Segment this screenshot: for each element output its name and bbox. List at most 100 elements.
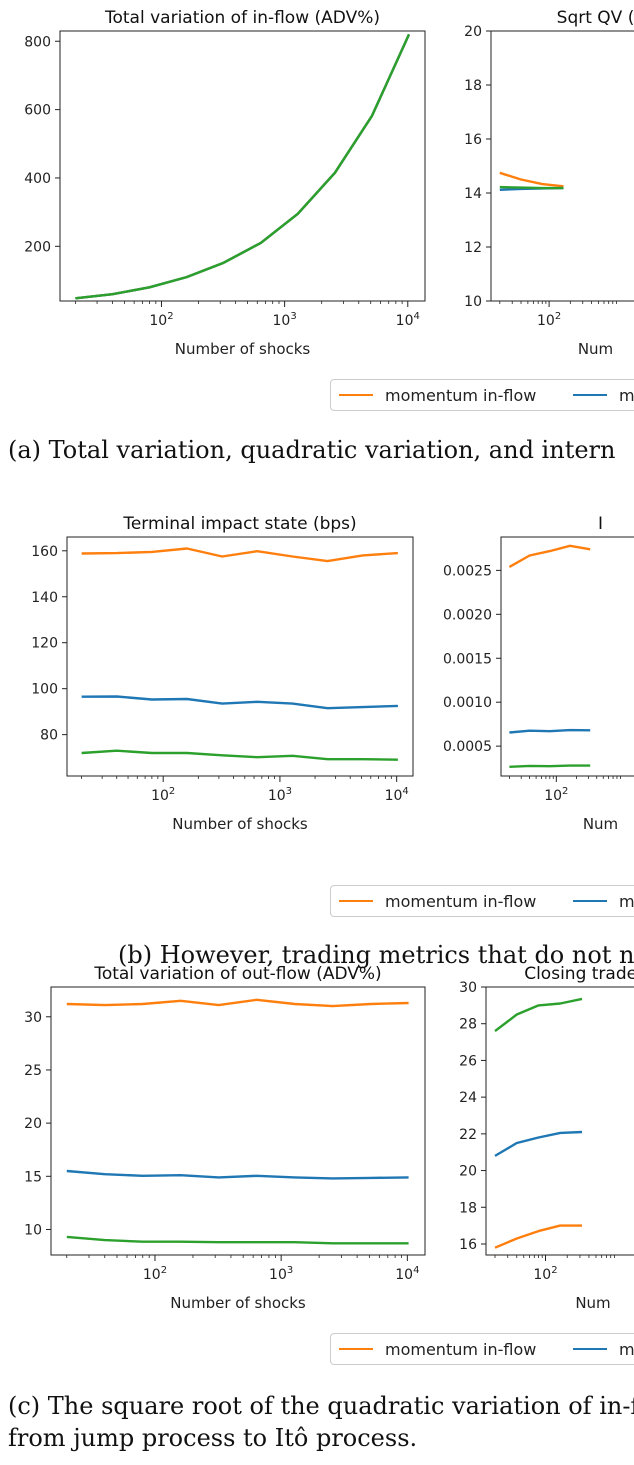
y-tick-label: 22 <box>459 1127 477 1143</box>
x-tick-label: 102 <box>151 786 175 804</box>
y-tick-label: 20 <box>464 24 482 40</box>
legend-swatch-blue <box>573 394 607 396</box>
chart-title: Terminal impact state (bps) <box>122 514 356 534</box>
y-tick-label: 26 <box>459 1053 477 1069</box>
series-line-mean-reverting-in-flow <box>75 33 411 300</box>
series-line-random-in-flow <box>494 997 583 1033</box>
legend-label-second: m <box>619 1339 634 1359</box>
y-tick-label: 14 <box>464 186 482 202</box>
legend-label-second: m <box>619 891 634 911</box>
y-tick-label: 28 <box>459 1017 477 1033</box>
y-tick-label: 18 <box>459 1200 477 1216</box>
plot-frame <box>500 536 634 777</box>
legend-a: momentum in-flow m <box>330 379 634 411</box>
series-line-random-in-flow <box>75 33 411 300</box>
legend-item-momentum: momentum in-flow <box>339 1334 536 1364</box>
legend-swatch-orange <box>339 394 373 396</box>
x-tick-label: 104 <box>395 1265 419 1283</box>
y-tick-label: 80 <box>40 728 58 744</box>
series-line-random-in-flow <box>509 764 591 768</box>
y-tick-label: 0.0015 <box>443 651 492 667</box>
series-line-momentum-in-flow <box>499 171 564 188</box>
series-line-random-in-flow <box>66 1235 409 1245</box>
caption-c-line2: from jump process to Itô process. <box>8 1424 418 1452</box>
legend-label-momentum: momentum in-flow <box>385 891 537 911</box>
series-line-momentum-in-flow <box>75 33 411 300</box>
x-axis-label: Number of shocks <box>170 1294 306 1312</box>
chart-a1: Total variation of in-flow (ADV%) 200 400 6… <box>24 8 426 358</box>
x-tick-label: 102 <box>533 1265 557 1283</box>
x-tick-label: 103 <box>269 1265 293 1283</box>
series-line-momentum-in-flow <box>494 1224 582 1249</box>
y-tick-label: 0.0005 <box>443 739 492 755</box>
x-tick-label: 102 <box>149 311 173 329</box>
chart-c1: Total variation of out-flow (ADV%) 10 15 20… <box>24 964 426 1312</box>
legend-label-momentum: momentum in-flow <box>385 1339 537 1359</box>
y-tick-label: 24 <box>459 1090 477 1106</box>
plot-frame <box>59 30 426 302</box>
legend-item-second: m <box>573 886 634 916</box>
legend-swatch-blue <box>573 1348 607 1350</box>
legend-b: momentum in-flow m <box>330 885 634 917</box>
chart-title: Sqrt QV ( <box>557 8 634 28</box>
x-axis-label: Number of shocks <box>175 340 311 358</box>
x-axis-label: Number of shocks <box>172 815 308 833</box>
y-tick-label: 10 <box>464 294 482 310</box>
y-tick-label: 100 <box>31 682 58 698</box>
x-tick-label: 103 <box>268 786 292 804</box>
y-tick-label: 20 <box>459 1164 477 1180</box>
series-line-momentum-in-flow <box>508 544 591 568</box>
plot-frame <box>485 986 634 1256</box>
x-tick-label: 102 <box>544 786 568 804</box>
x-axis-label: Num <box>578 340 613 358</box>
y-tick-label: 16 <box>459 1237 477 1253</box>
y-tick-label: 600 <box>24 103 51 119</box>
legend-item-second: m <box>573 1334 634 1364</box>
chart-title: I <box>598 514 603 534</box>
legend-label-momentum: momentum in-flow <box>385 385 537 405</box>
y-tick-label: 120 <box>31 636 58 652</box>
series-line-random-in-flow <box>81 749 398 761</box>
legend-swatch-orange <box>339 1348 373 1350</box>
chart-title: Closing trade as <box>524 964 634 984</box>
y-tick-label: 20 <box>24 1116 42 1132</box>
plot-frame <box>50 986 426 1256</box>
y-tick-label: 15 <box>24 1169 42 1185</box>
chart-b2: I 0.0005 0.0010 0.0015 0.0020 0.0025 102 Num <box>443 514 634 833</box>
x-tick-label: 103 <box>273 311 297 329</box>
legend-c: momentum in-flow m <box>330 1333 634 1365</box>
y-tick-label: 0.0025 <box>443 563 492 579</box>
y-tick-label: 140 <box>31 590 58 606</box>
chart-title: Total variation of out-flow (ADV%) <box>93 964 381 984</box>
y-tick-label: 25 <box>24 1063 42 1079</box>
chart-a2: Sqrt QV (10 12 14 16 18 20 102 Num <box>464 8 634 358</box>
series-line-mean-reverting-in-flow <box>81 695 398 710</box>
plot-frame <box>66 536 414 777</box>
x-tick-label: 102 <box>537 311 561 329</box>
caption-b: (b) However, trading metrics that do not… <box>118 941 634 969</box>
y-tick-label: 800 <box>24 34 51 50</box>
y-tick-label: 30 <box>459 980 477 996</box>
x-tick-label: 102 <box>143 1265 167 1283</box>
plot-frame <box>490 30 634 302</box>
y-tick-label: 30 <box>24 1010 42 1026</box>
x-axis-label: Num <box>583 815 618 833</box>
chart-title: Total variation of in-flow (ADV%) <box>104 8 380 28</box>
series-line-random-in-flow <box>499 185 564 190</box>
series-line-momentum-in-flow <box>81 547 398 563</box>
legend-item-momentum: momentum in-flow <box>339 380 536 410</box>
legend-item-momentum: momentum in-flow <box>339 886 536 916</box>
y-tick-label: 12 <box>464 240 482 256</box>
y-tick-label: 400 <box>24 171 51 187</box>
y-tick-label: 200 <box>24 239 51 255</box>
legend-swatch-blue <box>573 900 607 902</box>
y-tick-label: 10 <box>24 1222 42 1238</box>
series-line-mean-reverting-in-flow <box>509 728 591 734</box>
y-tick-label: 0.0020 <box>443 607 492 623</box>
caption-a: (a) Total variation, quadratic variation… <box>8 436 616 464</box>
legend-swatch-orange <box>339 900 373 902</box>
y-tick-label: 16 <box>464 132 482 148</box>
chart-c2: Closing trade as 16 18 20 22 24 26 28 30 102 Num <box>459 964 634 1312</box>
